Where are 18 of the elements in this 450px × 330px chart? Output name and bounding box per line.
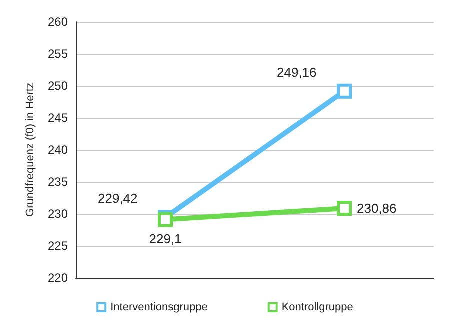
- y-tick-label: 235: [48, 175, 68, 189]
- y-tick-label: 240: [48, 143, 68, 157]
- point: [337, 84, 352, 99]
- legend-label: Kontrollgruppe: [282, 302, 354, 314]
- y-tick-label: 250: [48, 79, 68, 93]
- data-label: 230,86: [357, 200, 397, 216]
- data-label: 229,42: [98, 191, 138, 206]
- y-tick-label: 230: [48, 207, 68, 221]
- legend-label: Interventionsgruppe: [110, 302, 208, 314]
- point: [337, 200, 352, 216]
- data-label: 229,1: [149, 231, 182, 246]
- y-axis-title: Grundfrequenz (f0) in Hertz: [24, 83, 36, 217]
- y-tick-label: 245: [48, 111, 68, 125]
- y-tick-label: 255: [48, 47, 68, 61]
- data-label: 249,16: [277, 64, 317, 80]
- y-tick-label: 220: [48, 271, 68, 285]
- y-tick-label: 225: [48, 239, 68, 253]
- y-tick-label: 260: [48, 15, 68, 29]
